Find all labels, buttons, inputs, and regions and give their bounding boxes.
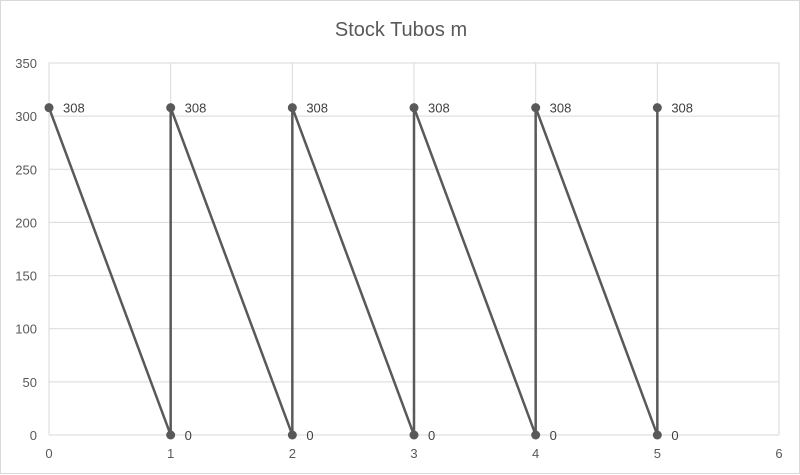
x-tick-label: 2 — [289, 446, 296, 461]
data-label: 0 — [428, 428, 435, 443]
data-point — [409, 103, 419, 113]
x-tick-label: 3 — [410, 446, 417, 461]
data-point — [531, 103, 541, 113]
chart-title: Stock Tubos m — [335, 19, 467, 41]
series-segment — [169, 106, 294, 437]
x-tick-label: 1 — [167, 446, 174, 461]
y-tick-label: 100 — [15, 322, 37, 337]
y-tick-label: 50 — [23, 375, 37, 390]
x-tick-label: 6 — [775, 446, 782, 461]
series-segment — [412, 106, 537, 437]
data-point — [287, 430, 297, 440]
x-tick-label: 5 — [654, 446, 661, 461]
y-tick-label: 0 — [30, 428, 37, 443]
data-point — [652, 103, 662, 113]
series-segment — [534, 106, 659, 437]
data-label: 308 — [306, 101, 328, 116]
data-label: 308 — [428, 101, 450, 116]
y-tick-label: 150 — [15, 269, 37, 284]
data-point — [166, 430, 176, 440]
x-tick-label: 4 — [532, 446, 539, 461]
data-label: 0 — [550, 428, 557, 443]
data-points — [44, 103, 662, 440]
data-label: 0 — [671, 428, 678, 443]
data-label: 0 — [185, 428, 192, 443]
data-label: 308 — [185, 101, 207, 116]
data-point — [652, 430, 662, 440]
data-label: 308 — [671, 101, 693, 116]
y-tick-label: 250 — [15, 162, 37, 177]
x-tick-label: 0 — [45, 446, 52, 461]
data-label: 0 — [306, 428, 313, 443]
y-tick-label: 200 — [15, 215, 37, 230]
data-labels: 308 0 308 0 308 0 308 0 308 0 308 — [63, 101, 693, 443]
data-point — [44, 103, 54, 113]
series-segment — [47, 106, 172, 437]
data-point — [409, 430, 419, 440]
series-segment — [291, 106, 416, 437]
series-lines — [47, 106, 659, 437]
y-tick-label: 300 — [15, 109, 37, 124]
data-label: 308 — [550, 101, 572, 116]
y-tick-label: 350 — [15, 56, 37, 71]
data-point — [166, 103, 176, 113]
data-point — [531, 430, 541, 440]
data-label: 308 — [63, 101, 85, 116]
data-point — [287, 103, 297, 113]
